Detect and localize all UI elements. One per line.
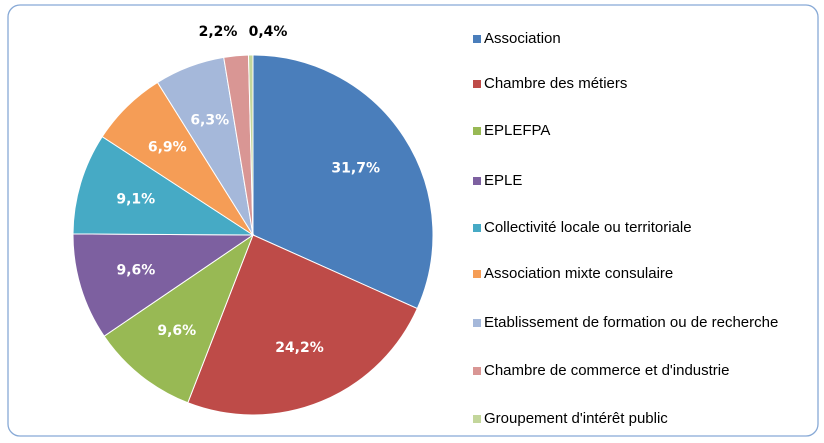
legend-item: Association — [473, 30, 804, 48]
legend-item: EPLE — [473, 172, 804, 190]
legend-item: Chambre des métiers — [473, 75, 804, 93]
legend-label: Chambre de commerce et d'industrie — [484, 362, 730, 379]
data-label: 9,6% — [157, 323, 196, 339]
legend-swatch — [473, 367, 481, 375]
legend-label: Groupement d'intérêt public — [484, 410, 668, 427]
legend-label: Collectivité locale ou territoriale — [484, 219, 692, 236]
legend-swatch — [473, 177, 481, 185]
data-label: 6,3% — [190, 113, 229, 129]
legend-item: Chambre de commerce et d'industrie — [473, 362, 804, 380]
data-label: 6,9% — [148, 140, 187, 156]
legend-item: Etablissement de formation ou de recherc… — [473, 314, 804, 332]
data-label: 9,1% — [116, 192, 155, 208]
legend-item: Groupement d'intérêt public — [473, 410, 804, 428]
legend-swatch — [473, 319, 481, 327]
legend-swatch — [473, 127, 481, 135]
data-label: 0,4% — [249, 24, 288, 40]
legend-swatch — [473, 270, 481, 278]
legend-item: Collectivité locale ou territoriale — [473, 219, 804, 237]
legend-label: Etablissement de formation ou de recherc… — [484, 314, 779, 331]
legend-label: EPLE — [484, 172, 523, 189]
legend-item: EPLEFPA — [473, 122, 804, 140]
pie-slice — [72, 135, 255, 236]
legend-item: Association mixte consulaire — [473, 265, 804, 283]
data-label: 31,7% — [331, 160, 380, 176]
data-label: 24,2% — [275, 340, 324, 356]
data-label: 2,2% — [199, 24, 238, 40]
legend-label: Association — [484, 30, 561, 47]
pie-slice — [247, 54, 254, 236]
legend-swatch — [473, 80, 481, 88]
pie-slice — [72, 233, 255, 337]
legend-label: Association mixte consulaire — [484, 265, 674, 282]
legend-label: EPLEFPA — [484, 122, 551, 139]
legend-swatch — [473, 224, 481, 232]
legend-swatch — [473, 35, 481, 43]
legend-swatch — [473, 415, 481, 423]
legend-label: Chambre des métiers — [484, 75, 628, 92]
pie-slice — [103, 233, 255, 404]
pie-slice — [187, 234, 418, 416]
pie-slice — [252, 54, 434, 310]
data-label: 9,6% — [116, 263, 155, 279]
